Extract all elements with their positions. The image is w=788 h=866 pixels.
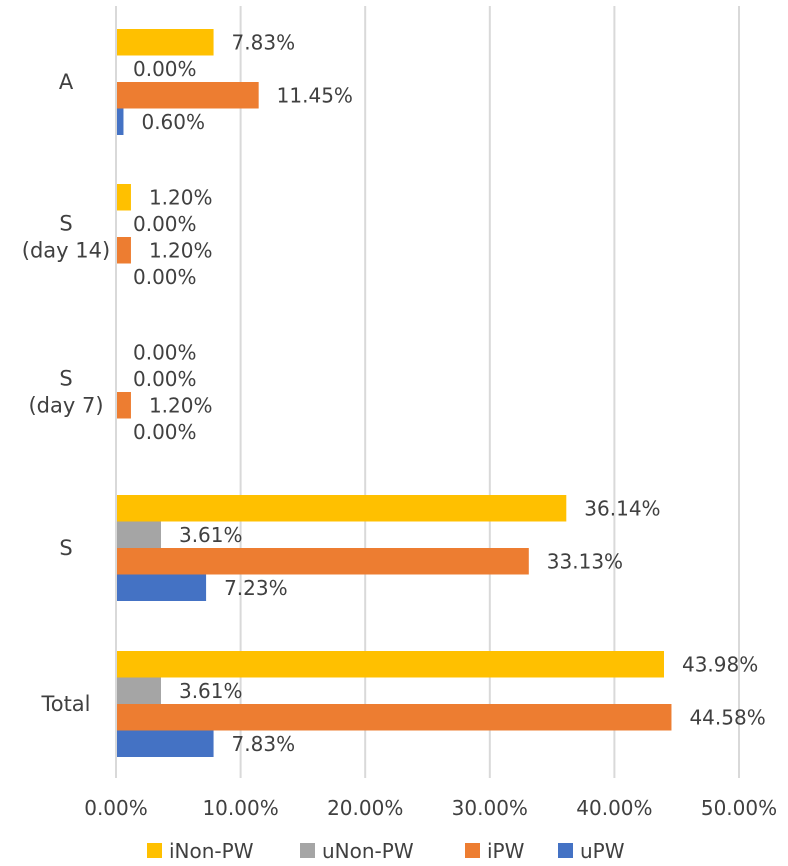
data-label: 1.20% [149, 185, 213, 209]
category-label: S (day 7) [28, 367, 103, 418]
data-label: 0.00% [133, 340, 197, 364]
data-label: 43.98% [682, 652, 758, 676]
category-label: S [59, 536, 72, 560]
bar-ipw [116, 237, 131, 264]
data-label: 0.00% [133, 367, 197, 391]
data-labels: 7.83%1.20%0.00%36.14%43.98%0.00%0.00%0.0… [133, 30, 766, 756]
bar-inon-pw [116, 495, 567, 522]
data-label: 7.83% [232, 732, 296, 756]
bar-inon-pw [116, 184, 131, 211]
category-label: S (day 14) [22, 212, 110, 263]
data-label: 1.20% [149, 238, 213, 262]
x-tick-label: 30.00% [452, 796, 528, 820]
bar-ipw [116, 704, 672, 731]
data-label: 11.45% [277, 83, 353, 107]
bar-inon-pw [116, 29, 214, 56]
bar-upw [116, 730, 214, 757]
data-label: 0.00% [133, 420, 197, 444]
legend-swatch-inon-pw [147, 843, 162, 858]
category-label: A [59, 70, 74, 94]
legend-swatch-ipw [465, 843, 480, 858]
data-label: 3.61% [179, 523, 243, 547]
axes: 0.00% 10.00% 20.00% 30.00% 40.00% 50.00% A S (da… [22, 6, 777, 820]
data-label: 3.61% [179, 679, 243, 703]
data-label: 0.00% [133, 212, 197, 236]
x-tick-label: 10.00% [202, 796, 278, 820]
data-label: 0.60% [141, 110, 205, 134]
data-label: 36.14% [584, 496, 660, 520]
legend-label: iNon-PW [169, 839, 254, 863]
bar-upw [116, 108, 124, 135]
category-label: Total [40, 692, 90, 716]
bar-ipw [116, 82, 259, 109]
data-label: 0.00% [133, 57, 197, 81]
data-label: 44.58% [689, 705, 765, 729]
legend-swatch-unon-pw [300, 843, 315, 858]
bar-unon-pw [116, 521, 161, 548]
x-tick-label: 20.00% [327, 796, 403, 820]
data-label: 1.20% [149, 393, 213, 417]
bars [116, 29, 672, 757]
data-label: 7.83% [232, 30, 296, 54]
legend-label: iPW [487, 839, 525, 863]
bar-upw [116, 574, 207, 601]
gridlines [239, 6, 740, 778]
data-label: 7.23% [224, 576, 288, 600]
x-tick-label: 50.00% [701, 796, 777, 820]
bar-unon-pw [116, 677, 161, 704]
x-tick-label: 0.00% [84, 796, 148, 820]
data-label: 33.13% [547, 549, 623, 573]
bar-ipw [116, 548, 529, 575]
legend-label: uPW [580, 839, 625, 863]
x-tick-label: 40.00% [576, 796, 652, 820]
legend-label: uNon-PW [322, 839, 414, 863]
legend: iNon-PW uNon-PW iPW uPW [147, 839, 625, 863]
bar-ipw [116, 392, 131, 419]
bar-inon-pw [116, 651, 664, 678]
data-label: 0.00% [133, 265, 197, 289]
legend-swatch-upw [558, 843, 573, 858]
